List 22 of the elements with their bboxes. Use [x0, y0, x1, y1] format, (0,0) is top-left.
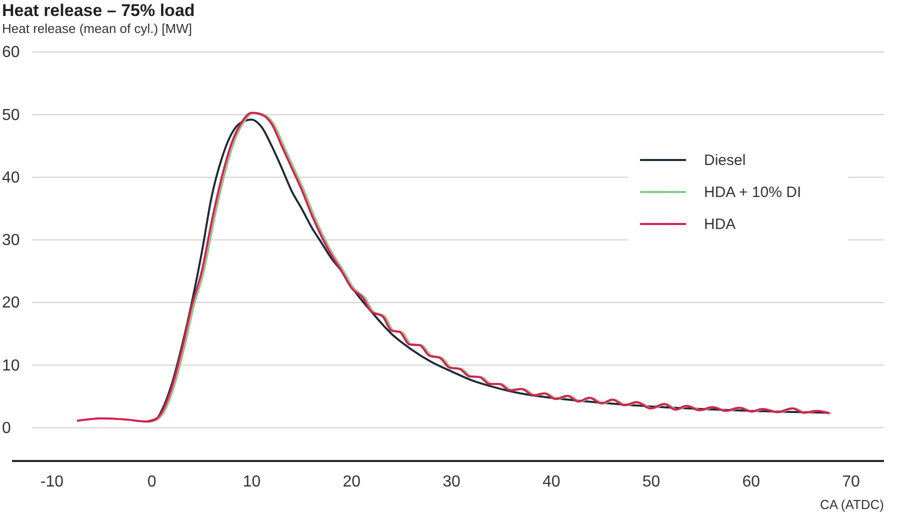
- y-tick-label: 30: [2, 232, 20, 250]
- x-tick-label: 20: [342, 473, 361, 490]
- x-tick-label: 0: [147, 473, 156, 490]
- x-tick-label: -10: [40, 473, 64, 490]
- x-tick-label: 30: [442, 473, 460, 490]
- y-tick-label: 10: [2, 357, 20, 374]
- legend-label: HDA + 10% DI: [704, 184, 802, 201]
- legend-label: HDA: [704, 216, 736, 233]
- y-tick-label: 60: [2, 44, 20, 62]
- y-tick-label: 20: [2, 294, 20, 312]
- y-axis-title: Heat release (mean of cyl.) [MW]: [2, 21, 192, 36]
- y-tick-label: 40: [2, 169, 20, 186]
- x-tick-label: 40: [542, 473, 560, 490]
- legend-label: Diesel: [704, 152, 746, 169]
- x-tick-label: 70: [842, 473, 860, 490]
- y-tick-label: 50: [2, 106, 20, 124]
- x-tick-label: 60: [742, 473, 760, 490]
- chart-title: Heat release – 75% load: [2, 1, 195, 20]
- x-axis-title: CA (ATDC): [820, 497, 884, 512]
- x-tick-label: 50: [642, 473, 660, 490]
- x-tick-label: 10: [242, 473, 261, 490]
- y-tick-label: 0: [2, 420, 11, 437]
